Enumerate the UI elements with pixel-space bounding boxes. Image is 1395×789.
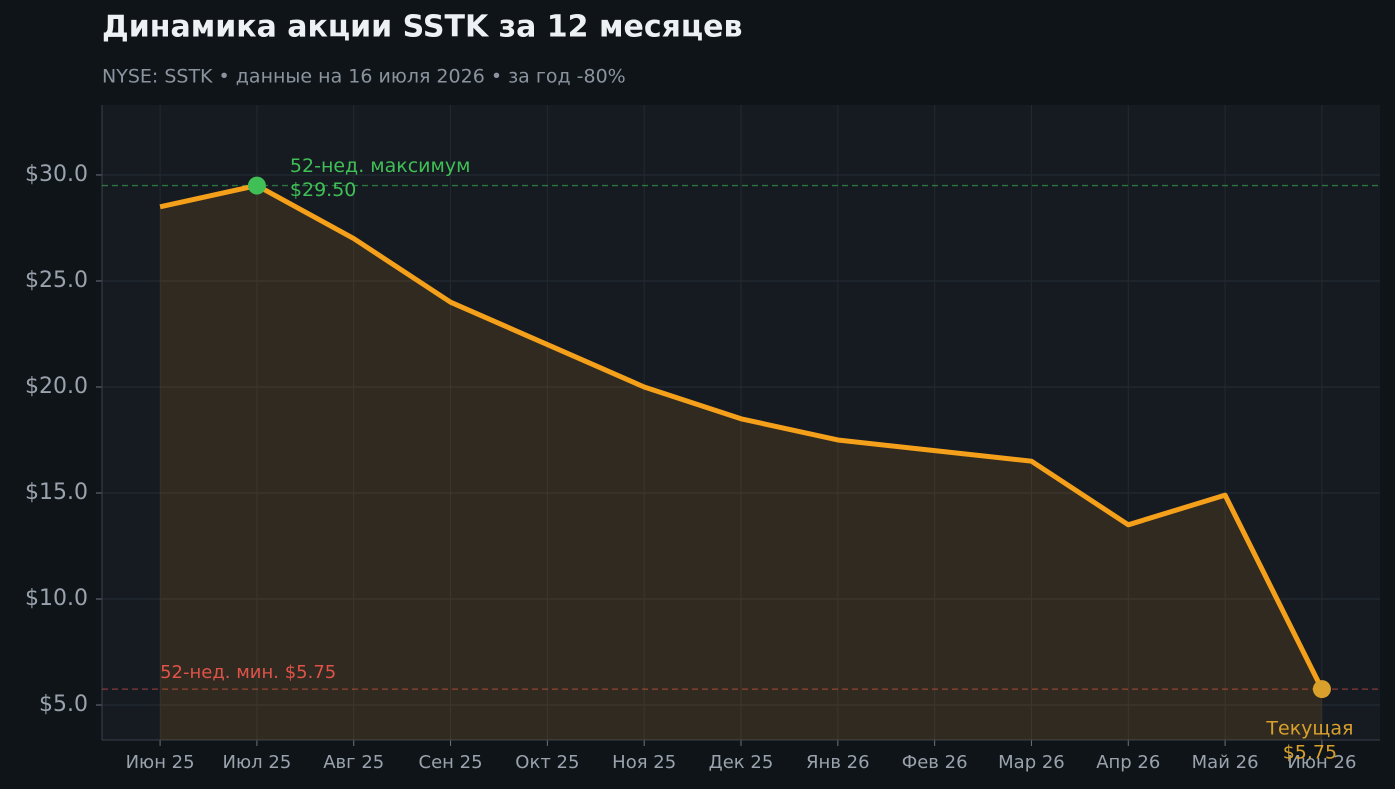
x-tick-label: Дек 25 (709, 752, 774, 773)
y-tick-label: $5.0 (39, 692, 88, 717)
x-tick-label: Апр 26 (1096, 752, 1160, 773)
x-tick-label: Июн 25 (126, 752, 195, 773)
price-line (159, 183, 1325, 691)
current-marker (1312, 680, 1331, 699)
x-tick-label: Окт 25 (515, 752, 579, 773)
x-tick-label: Янв 26 (806, 752, 870, 773)
x-tick-label: Июл 25 (223, 752, 292, 773)
high-label: 52-нед. максимум (290, 155, 471, 177)
x-tick-label: Ноя 25 (612, 752, 676, 773)
x-tick-label: Мар 26 (998, 752, 1065, 773)
y-tick-label: $15.0 (25, 480, 88, 505)
current-label: Текущая (1265, 718, 1353, 740)
chart-title: Динамика акции SSTK за 12 месяцев (102, 10, 742, 45)
current-value-label: $5.75 (1283, 742, 1337, 764)
y-tick-label: $30.0 (25, 162, 88, 187)
area-fill (160, 185, 1322, 740)
x-tick-label: Сен 25 (419, 752, 483, 773)
x-tick-label: Июн 26 (1287, 752, 1356, 773)
low-label: 52-нед. мин. $5.75 (160, 662, 336, 683)
x-tick-label: Май 26 (1192, 752, 1259, 773)
high-marker (247, 176, 266, 195)
y-tick-label: $10.0 (25, 586, 88, 611)
y-tick-label: $25.0 (25, 268, 88, 293)
y-tick-label: $20.0 (25, 374, 88, 399)
high-value-label: $29.50 (290, 179, 356, 201)
x-tick-label: Авг 25 (323, 752, 384, 773)
chart-subtitle: NYSE: SSTK • данные на 16 июля 2026 • за… (102, 66, 626, 88)
x-tick-label: Фев 26 (902, 752, 968, 773)
